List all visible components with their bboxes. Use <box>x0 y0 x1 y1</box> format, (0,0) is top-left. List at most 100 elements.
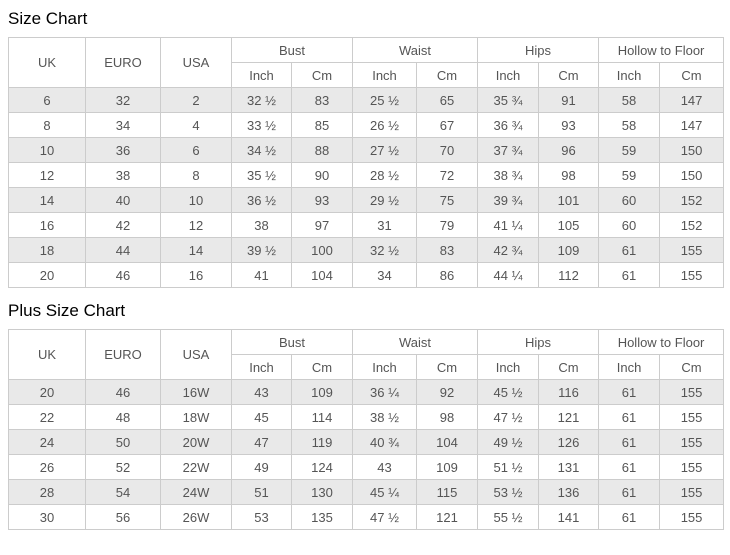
table-cell: 61 <box>598 479 661 505</box>
plus-size-chart-title: Plus Size Chart <box>8 301 126 320</box>
table-cell: 4 <box>160 112 232 138</box>
table-cell: 109 <box>538 237 600 263</box>
table-cell: 112 <box>538 262 600 288</box>
table-cell: 59 <box>598 162 661 188</box>
table-cell: 58 <box>598 87 661 113</box>
table-cell: 32 ½ <box>352 237 418 263</box>
table-cell: 93 <box>290 187 354 213</box>
size-chart-table: UK EURO USA Bust Waist Hips Hollow to Floor Inc… <box>8 37 725 288</box>
table-cell: 47 <box>231 429 292 455</box>
table-cell: 6 <box>8 87 86 113</box>
table-cell: 27 ½ <box>352 137 418 163</box>
table-cell: 61 <box>598 429 661 455</box>
table-row: 6 32 2 32 ½ 83 25 ½ 65 35 ¾ 91 58 147 <box>8 87 725 113</box>
col-subheader-bust-cm: Cm <box>290 354 354 380</box>
table-row: 28 54 24W 51 130 45 ¼ 115 53 ½ 136 61 155 <box>8 479 725 505</box>
table-cell: 42 <box>85 212 161 238</box>
table-cell: 45 ¼ <box>352 479 418 505</box>
table-cell: 70 <box>416 137 479 163</box>
table-cell: 12 <box>8 162 86 188</box>
table-cell: 42 ¾ <box>477 237 540 263</box>
table-cell: 86 <box>416 262 479 288</box>
size-chart-section: Size Chart UK EURO USA Bust Waist Hips Hollow … <box>8 9 730 288</box>
table-cell: 61 <box>598 404 661 430</box>
table-cell: 83 <box>416 237 479 263</box>
table-cell: 18 <box>8 237 86 263</box>
table-cell: 10 <box>160 187 232 213</box>
table-cell: 44 ¼ <box>477 262 540 288</box>
table-cell: 105 <box>538 212 600 238</box>
table-cell: 14 <box>160 237 232 263</box>
table-cell: 12 <box>160 212 232 238</box>
table-cell: 65 <box>416 87 479 113</box>
table-cell: 67 <box>416 112 479 138</box>
col-header-euro: EURO <box>85 329 161 380</box>
table-cell: 147 <box>659 87 725 113</box>
table-cell: 25 ½ <box>352 87 418 113</box>
table-cell: 40 <box>85 187 161 213</box>
table-cell: 44 <box>85 237 161 263</box>
table-cell: 41 <box>231 262 292 288</box>
table-cell: 109 <box>416 454 479 480</box>
table-cell: 155 <box>659 379 725 405</box>
table-cell: 155 <box>659 404 725 430</box>
table-row: 16 42 12 38 97 31 79 41 ¼ 105 60 152 <box>8 212 725 238</box>
table-cell: 83 <box>290 87 354 113</box>
table-cell: 90 <box>290 162 354 188</box>
table-cell: 61 <box>598 504 661 530</box>
table-cell: 26W <box>160 504 232 530</box>
col-subheader-waist-cm: Cm <box>416 354 479 380</box>
table-row: 20 46 16W 43 109 36 ¼ 92 45 ½ 116 61 155 <box>8 379 725 405</box>
table-cell: 60 <box>598 187 661 213</box>
table-cell: 47 ½ <box>477 404 540 430</box>
col-header-hollow-to-floor: Hollow to Floor <box>598 37 725 63</box>
table-cell: 34 <box>352 262 418 288</box>
table-cell: 14 <box>8 187 86 213</box>
table-cell: 52 <box>85 454 161 480</box>
table-cell: 34 <box>85 112 161 138</box>
table-cell: 97 <box>290 212 354 238</box>
table-cell: 115 <box>416 479 479 505</box>
col-header-waist: Waist <box>352 329 479 355</box>
table-cell: 35 ½ <box>231 162 292 188</box>
col-header-euro: EURO <box>85 37 161 88</box>
table-cell: 29 ½ <box>352 187 418 213</box>
table-cell: 116 <box>538 379 600 405</box>
table-row: 22 48 18W 45 114 38 ½ 98 47 ½ 121 61 155 <box>8 404 725 430</box>
table-cell: 16W <box>160 379 232 405</box>
table-cell: 24W <box>160 479 232 505</box>
table-cell: 55 ½ <box>477 504 540 530</box>
table-cell: 8 <box>8 112 86 138</box>
table-cell: 24 <box>8 429 86 455</box>
col-header-uk: UK <box>8 329 86 380</box>
col-subheader-hollow-to-floor-cm: Cm <box>659 62 725 88</box>
table-cell: 38 ¾ <box>477 162 540 188</box>
table-cell: 136 <box>538 479 600 505</box>
table-cell: 50 <box>85 429 161 455</box>
table-cell: 155 <box>659 504 725 530</box>
table-cell: 53 <box>231 504 292 530</box>
table-cell: 38 ½ <box>352 404 418 430</box>
col-subheader-hips-cm: Cm <box>538 62 600 88</box>
table-cell: 48 <box>85 404 161 430</box>
table-cell: 92 <box>416 379 479 405</box>
table-cell: 33 ½ <box>231 112 292 138</box>
col-header-hips: Hips <box>477 329 600 355</box>
col-subheader-bust-inch: Inch <box>231 62 292 88</box>
table-row: 24 50 20W 47 119 40 ¾ 104 49 ½ 126 61 155 <box>8 429 725 455</box>
col-subheader-waist-inch: Inch <box>352 354 418 380</box>
table-cell: 22W <box>160 454 232 480</box>
table-cell: 26 ½ <box>352 112 418 138</box>
col-subheader-waist-inch: Inch <box>352 62 418 88</box>
size-chart-title: Size Chart <box>8 9 88 28</box>
col-subheader-hollow-to-floor-inch: Inch <box>598 354 661 380</box>
table-cell: 155 <box>659 454 725 480</box>
table-cell: 72 <box>416 162 479 188</box>
table-row: 10 36 6 34 ½ 88 27 ½ 70 37 ¾ 96 59 150 <box>8 137 725 163</box>
table-cell: 49 ½ <box>477 429 540 455</box>
table-cell: 91 <box>538 87 600 113</box>
table-cell: 28 ½ <box>352 162 418 188</box>
table-cell: 32 ½ <box>231 87 292 113</box>
col-header-hollow-to-floor: Hollow to Floor <box>598 329 725 355</box>
table-cell: 35 ¾ <box>477 87 540 113</box>
